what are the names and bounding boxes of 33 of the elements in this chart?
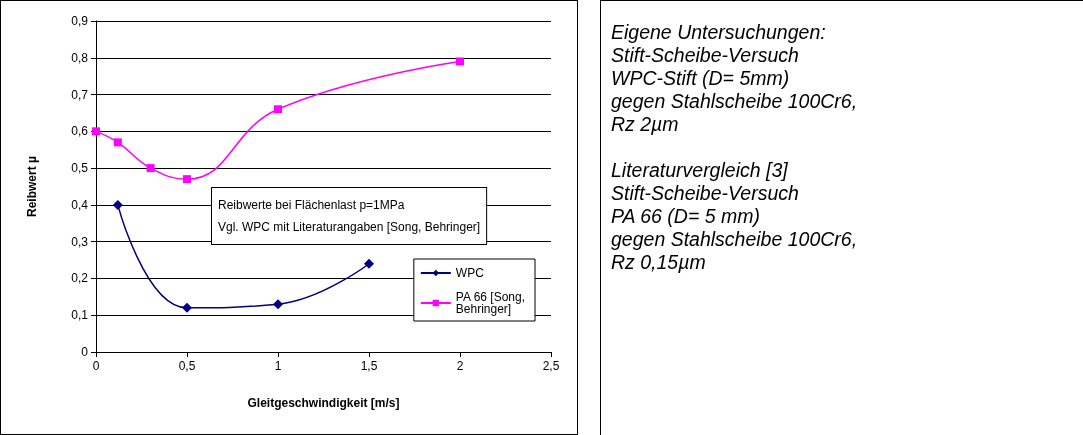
y-tick-label: 0,1	[71, 308, 89, 323]
x-tick-label: 0,5	[178, 359, 196, 373]
y-axis-title: Reibwert µ	[25, 155, 39, 217]
point	[364, 258, 374, 269]
y-tick-label: 0,5	[71, 161, 89, 176]
annotation: Reibwerte bei Flächenlast p=1MPa Vgl. WPC mit Literaturangaben [Song, Behringer]	[218, 198, 481, 234]
point	[274, 105, 282, 114]
x-tick-label: 1,5	[360, 359, 378, 373]
y-tick-label: 0,2	[71, 271, 89, 286]
y-tick-label: 0,8	[71, 50, 89, 65]
x-tick-label: 2,5	[542, 359, 560, 373]
y-tick-label: 0,4	[71, 197, 89, 212]
y-tick-label: 0,3	[71, 234, 89, 249]
y-tick-label: 0	[81, 345, 89, 359]
point	[456, 57, 464, 66]
point	[92, 127, 100, 136]
legend-label: PA 66 [Song, Behringer]	[455, 290, 529, 316]
text: Literaturvergleich [3] Stift-Scheibe-Versuch PA 66 (D= 5 mm) gegen Stahlscheibe 100Cr6, Rz 0,15µm	[611, 159, 859, 274]
x-tick-label: 2	[456, 359, 464, 373]
x-axis-title: Gleitgeschwindigkeit [m/s]	[247, 396, 400, 410]
x-tick-label: 1	[274, 359, 282, 373]
point	[183, 175, 191, 184]
point	[146, 164, 155, 173]
x-tick-label: 0	[92, 359, 100, 373]
legend-label: WPC	[455, 266, 485, 280]
point	[182, 302, 192, 313]
y-tick-label: 0,9	[71, 14, 89, 28]
point	[273, 299, 283, 310]
point	[112, 199, 123, 210]
y-tick-label: 0,7	[71, 87, 89, 102]
text: Eigene Untersuchungen: Stift-Scheibe-Versuch WPC-Stift (D= 5mm) gegen Stahlscheibe 100Cr6, Rz 2µm	[611, 21, 859, 136]
point	[113, 138, 122, 147]
y-tick-label: 0,6	[71, 124, 89, 139]
